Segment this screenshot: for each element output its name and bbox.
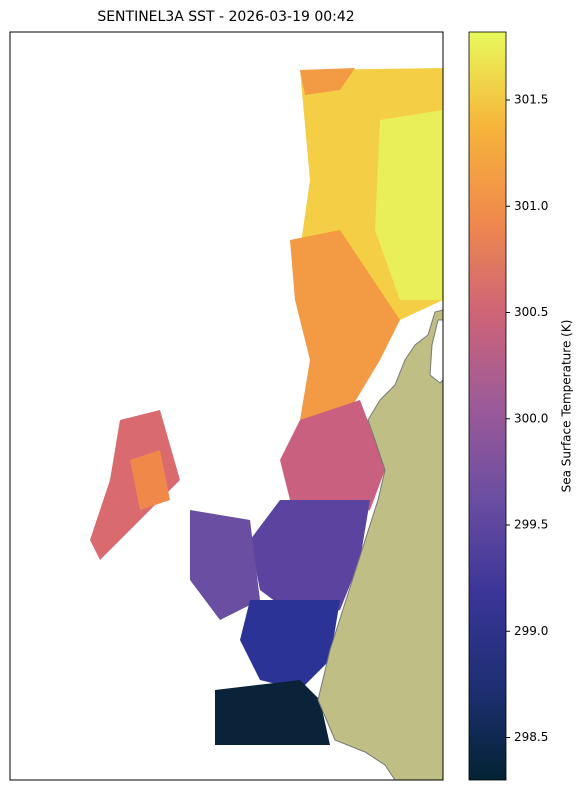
- map-title: SENTINEL3A SST - 2026-03-19 00:42: [97, 9, 354, 25]
- colorbar-tick-label: 299.0: [514, 624, 548, 638]
- colorbar-label: Sea Surface Temperature (K): [560, 320, 574, 493]
- colorbar-tick-label: 301.5: [514, 93, 548, 107]
- colorbar-tick-label: 299.5: [514, 518, 548, 532]
- colorbar: [468, 31, 507, 781]
- land: [317, 309, 444, 781]
- colorbar-tick-label: 300.5: [514, 305, 548, 319]
- map-frame: [9, 31, 444, 781]
- sst-field: [90, 68, 443, 745]
- colorbar-tick-label: 301.0: [514, 199, 548, 213]
- colorbar-tick-label: 298.5: [514, 730, 548, 744]
- colorbar-tick-label: 300.0: [514, 411, 548, 425]
